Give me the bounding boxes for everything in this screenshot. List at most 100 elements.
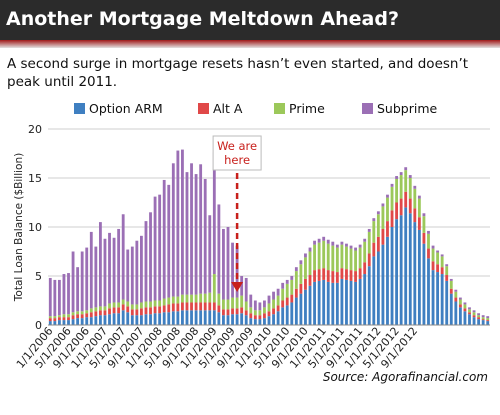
bar-segment xyxy=(477,317,481,320)
bar-segment xyxy=(199,164,203,294)
bar-segment xyxy=(376,236,380,252)
bar-segment xyxy=(381,228,385,245)
bar-segment xyxy=(231,314,234,325)
bar-segment xyxy=(440,254,444,257)
bar-segment xyxy=(358,278,362,325)
bar-segment xyxy=(417,195,421,199)
bar-segment xyxy=(386,221,389,237)
bar-segment xyxy=(130,304,134,310)
bar-segment xyxy=(222,309,225,316)
bar-segment xyxy=(427,248,430,259)
annotation-arrow-head xyxy=(231,282,244,292)
bar-segment xyxy=(294,267,298,272)
bar-segment xyxy=(181,302,184,311)
accent-rule xyxy=(0,40,500,48)
bar-segment xyxy=(67,273,70,315)
bar-segment xyxy=(331,241,335,246)
bar-segment xyxy=(276,305,280,312)
bar-segment xyxy=(144,301,148,308)
bar-segment xyxy=(76,311,80,315)
bar-segment xyxy=(240,313,244,325)
bar-segment xyxy=(281,282,285,289)
bar-segment xyxy=(53,318,57,322)
bar-segment xyxy=(440,256,444,268)
bar-segment xyxy=(431,261,435,271)
bar-segment xyxy=(94,316,98,325)
bar-segment xyxy=(253,319,257,325)
bar-segment xyxy=(285,297,289,306)
bar-segment xyxy=(149,301,152,308)
bar-segment xyxy=(294,297,298,325)
bar-segment xyxy=(140,308,143,316)
bar-segment xyxy=(181,149,184,295)
bar-segment xyxy=(436,252,440,265)
bar-segment xyxy=(121,299,125,305)
bar-segment xyxy=(376,214,380,237)
bar-segment xyxy=(171,303,175,312)
bar-segment xyxy=(272,314,275,325)
bar-segment xyxy=(190,302,193,311)
bar-segment xyxy=(253,315,257,320)
bar-segment xyxy=(53,321,57,325)
bar-segment xyxy=(340,244,344,269)
bar-segment xyxy=(367,253,371,267)
bar-segment xyxy=(367,228,371,232)
bar-segment xyxy=(458,297,462,300)
bar-segment xyxy=(463,304,467,309)
bar-segment xyxy=(85,310,89,314)
bar-segment xyxy=(317,280,321,325)
bar-segment xyxy=(449,280,453,289)
bar-segment xyxy=(103,310,107,316)
bar-segment xyxy=(144,221,148,302)
bar-segment xyxy=(386,236,389,325)
bar-segment xyxy=(285,283,289,298)
bar-segment xyxy=(240,276,244,296)
bar-segment xyxy=(349,270,353,281)
bar-segment xyxy=(404,207,408,325)
bar-segment xyxy=(212,152,216,275)
bar-segment xyxy=(162,179,166,299)
bar-segment xyxy=(135,240,139,305)
bar-segment xyxy=(267,303,271,312)
bar-segment xyxy=(486,321,490,325)
bar-segment xyxy=(194,174,198,295)
bar-segment xyxy=(103,238,107,307)
bar-segment xyxy=(244,315,248,325)
bar-segment xyxy=(67,314,70,318)
bar-segment xyxy=(267,311,271,317)
annotation-text: here xyxy=(224,153,250,167)
bar-segment xyxy=(235,297,239,309)
bar-segment xyxy=(185,294,189,303)
bar-segment xyxy=(149,307,152,315)
bar-segment xyxy=(212,274,216,303)
bar-series xyxy=(48,149,490,325)
bar-segment xyxy=(158,194,162,301)
bar-segment xyxy=(449,288,453,294)
bar-segment xyxy=(331,282,335,325)
bar-segment xyxy=(171,311,175,325)
legend-item: Alt A xyxy=(198,101,243,116)
bar-segment xyxy=(144,314,148,325)
bar-segment xyxy=(345,269,348,280)
bar-segment xyxy=(427,258,430,325)
bar-segment xyxy=(454,301,458,325)
bar-segment xyxy=(153,196,157,301)
bar-segment xyxy=(468,309,471,313)
bar-segment xyxy=(445,280,449,325)
bar-segment xyxy=(222,299,225,310)
bar-segment xyxy=(372,242,376,257)
bar-segment xyxy=(458,307,462,325)
source-credit: Source: Agorafinancial.com xyxy=(322,370,488,384)
bar-segment xyxy=(112,313,116,325)
bar-segment xyxy=(477,319,481,325)
bar-segment xyxy=(57,320,61,325)
bar-segment xyxy=(135,315,139,325)
bar-segment xyxy=(458,299,462,305)
bar-segment xyxy=(244,301,248,311)
bar-segment xyxy=(422,243,426,325)
bar-segment xyxy=(62,274,66,315)
bar-segment xyxy=(390,210,394,227)
bar-segment xyxy=(135,309,139,316)
bar-segment xyxy=(253,310,257,316)
bar-segment xyxy=(399,172,403,176)
